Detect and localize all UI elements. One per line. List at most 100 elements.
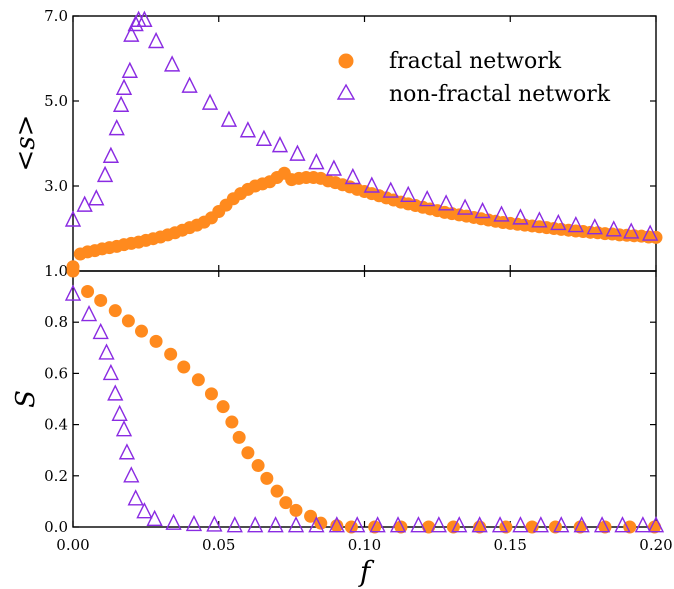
bottom-nonfractal-point — [185, 514, 203, 532]
top-nonfractal-point — [220, 110, 238, 127]
bottom-fractal-point — [251, 459, 265, 473]
bottom-nonfractal-point — [98, 343, 115, 360]
bottom-fractal-point — [270, 484, 284, 498]
bottom-nonfractal-point — [287, 516, 305, 533]
top-nonfractal-point — [344, 167, 361, 185]
top-nonfractal-point — [147, 31, 165, 49]
bottom-nonfractal-point — [102, 363, 120, 381]
bottom-nonfractal-point — [614, 516, 631, 533]
bottom-nonfractal-point — [349, 516, 366, 533]
top-y-tick-label: 7.0 — [44, 7, 68, 25]
top-nonfractal-point — [96, 165, 114, 183]
bottom-y-tick-label: 0.8 — [44, 313, 68, 331]
bottom-nonfractal-point — [593, 516, 611, 533]
x-tick-label: 0.20 — [639, 536, 672, 554]
top-panel: 1.0 3.0 5.0 7.0 <s> fractal network non-fra… — [11, 7, 663, 280]
bottom-series-layer — [64, 264, 665, 534]
top-nonfractal-point — [493, 205, 510, 222]
bottom-nonfractal-point — [267, 516, 284, 533]
bottom-nonfractal-point — [64, 284, 82, 301]
top-nonfractal-point — [121, 61, 138, 78]
top-nonfractal-point — [112, 95, 130, 112]
bottom-fractal-point — [260, 471, 274, 485]
bottom-nonfractal-point — [136, 502, 153, 519]
top-nonfractal-point — [623, 222, 640, 239]
top-nonfractal-point — [400, 185, 417, 203]
bottom-fractal-point — [94, 293, 108, 307]
bottom-nonfractal-point — [206, 515, 223, 532]
bottom-nonfractal-point — [369, 516, 386, 533]
bottom-nonfractal-point — [410, 516, 427, 533]
bottom-fractal-point — [573, 520, 587, 534]
bottom-nonfractal-point — [118, 443, 136, 460]
top-nonfractal-point — [88, 189, 105, 206]
top-y-tick-label: 5.0 — [44, 92, 68, 110]
top-nonfractal-point — [512, 208, 529, 225]
bottom-fractal-point — [225, 415, 239, 429]
bottom-plot-frame — [72, 270, 657, 528]
bottom-fractal-point — [289, 503, 303, 517]
top-nonfractal-point — [437, 194, 455, 211]
top-nonfractal-point — [474, 201, 491, 219]
legend-nonfractal-label: non-fractal network — [389, 82, 611, 107]
bottom-nonfractal-point — [92, 322, 109, 340]
legend: fractal network non-fractal network — [336, 49, 611, 107]
bottom-nonfractal-point — [553, 516, 570, 533]
top-nonfractal-point — [115, 78, 133, 95]
bottom-fractal-point — [279, 496, 293, 510]
bottom-nonfractal-point — [471, 516, 488, 533]
top-nonfractal-point — [419, 190, 436, 207]
bottom-y-tick-label: 0.4 — [44, 416, 68, 434]
bottom-fractal-point — [66, 264, 80, 278]
bottom-axis-ticks: 0.0 0.2 0.4 0.6 0.8 0.00 0.05 0.10 0.15 0.20 — [44, 271, 673, 554]
top-axis-ticks: 1.0 3.0 5.0 7.0 — [44, 7, 657, 280]
bottom-nonfractal-point — [123, 466, 140, 483]
bottom-nonfractal-point — [573, 516, 590, 533]
bottom-nonfractal-point — [80, 304, 98, 322]
x-tick-label: 0.05 — [202, 536, 235, 554]
bottom-nonfractal-point — [532, 516, 549, 533]
bottom-fractal-point — [216, 400, 230, 414]
bottom-panel: 0.0 0.2 0.4 0.6 0.8 0.00 0.05 0.10 0.15 0.20 S f — [11, 264, 673, 588]
top-nonfractal-point — [123, 25, 140, 42]
bottom-fractal-point — [648, 520, 662, 534]
bottom-nonfractal-point — [165, 513, 182, 530]
top-nonfractal-point — [325, 159, 343, 176]
bottom-nonfractal-point — [308, 516, 325, 533]
bottom-fractal-point — [164, 347, 178, 361]
top-nonfractal-point — [136, 10, 153, 27]
top-series-layer — [64, 10, 663, 274]
top-nonfractal-point — [586, 218, 603, 235]
bottom-fractal-point — [149, 334, 163, 348]
bottom-nonfractal-point — [247, 516, 264, 533]
bottom-fractal-point — [121, 314, 135, 328]
x-tick-label: 0.15 — [494, 536, 527, 554]
top-nonfractal-point — [64, 210, 82, 227]
bottom-fractal-point — [623, 520, 637, 534]
bottom-fractal-point — [177, 360, 191, 374]
bottom-nonfractal-point — [111, 404, 128, 422]
bottom-nonfractal-point — [226, 516, 243, 533]
bottom-nonfractal-point — [146, 509, 163, 527]
top-nonfractal-point — [550, 213, 567, 231]
top-nonfractal-point — [605, 220, 622, 237]
bottom-y-axis-label: S — [11, 390, 41, 408]
bottom-nonfractal-point — [389, 516, 407, 533]
bottom-fractal-point — [135, 324, 149, 338]
bottom-fractal-point — [81, 284, 95, 298]
bottom-nonfractal-point — [115, 420, 133, 437]
bottom-nonfractal-point — [451, 516, 468, 533]
bottom-nonfractal-point — [491, 516, 509, 533]
top-nonfractal-point — [255, 129, 273, 146]
bottom-fractal-point — [108, 304, 122, 318]
top-y-tick-label: 1.0 — [44, 262, 68, 280]
x-axis-label: f — [358, 555, 375, 588]
bottom-fractal-point — [191, 373, 205, 387]
bottom-nonfractal-point — [634, 516, 652, 533]
top-nonfractal-point — [201, 93, 219, 110]
top-nonfractal-point — [642, 224, 659, 241]
top-nonfractal-point — [382, 181, 399, 198]
bottom-y-tick-label: 0.6 — [44, 364, 68, 382]
legend-fractal-marker — [338, 53, 354, 69]
